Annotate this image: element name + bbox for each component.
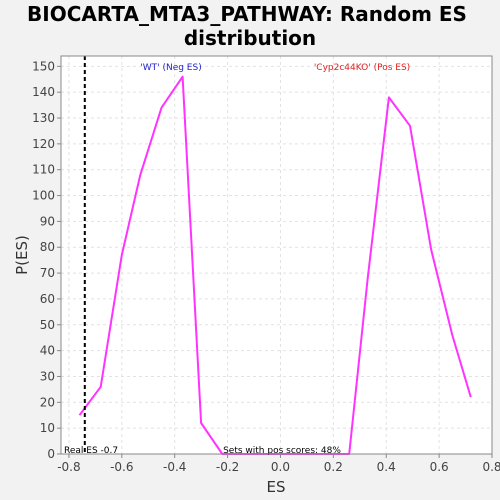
y-tick-label: 20 <box>40 395 55 409</box>
y-tick-label: 10 <box>40 421 55 435</box>
y-axis: 0 10 20 30 40 50 60 70 80 90 100 110 120 130 140 150 <box>32 59 61 461</box>
x-tick-label: -0.8 <box>57 460 80 474</box>
neg-es-label: 'WT' (Neg ES) <box>140 63 201 73</box>
chart-title-line-1: BIOCARTA_MTA3_PATHWAY: Random ES <box>27 2 467 26</box>
x-tick-label: -0.6 <box>110 460 133 474</box>
y-tick-label: 60 <box>40 292 55 306</box>
x-tick-label: 0.4 <box>377 460 396 474</box>
y-tick-label: 140 <box>32 85 55 99</box>
plot-area <box>61 56 492 454</box>
y-tick-label: 150 <box>32 59 55 73</box>
y-tick-label: 120 <box>32 137 55 151</box>
y-tick-label: 130 <box>32 111 55 125</box>
y-tick-label: 0 <box>47 447 55 461</box>
y-tick-label: 40 <box>40 344 55 358</box>
x-tick-label: 0.8 <box>482 460 500 474</box>
y-tick-label: 100 <box>32 189 55 203</box>
real-es-label: Real ES -0.7 <box>64 446 118 456</box>
y-tick-label: 90 <box>40 214 55 228</box>
pos-es-label: 'Cyp2c44KO' (Pos ES) <box>314 63 410 73</box>
x-tick-label: 0.6 <box>430 460 449 474</box>
y-tick-label: 30 <box>40 369 55 383</box>
y-axis-label: P(ES) <box>13 235 31 275</box>
x-tick-label: 0.0 <box>271 460 290 474</box>
x-tick-label: -0.4 <box>163 460 186 474</box>
x-tick-label: 0.2 <box>324 460 343 474</box>
x-axis-label: ES <box>267 478 286 496</box>
pos-scores-label: Sets with pos scores: 48% <box>223 446 341 456</box>
y-tick-label: 70 <box>40 266 55 280</box>
plot-frame <box>60 55 493 455</box>
y-tick-label: 110 <box>32 163 55 177</box>
y-tick-label: 50 <box>40 318 55 332</box>
x-tick-label: -0.2 <box>216 460 239 474</box>
chart-title-line-2: distribution <box>184 26 316 50</box>
x-axis: -0.8 -0.6 -0.4 -0.2 0.0 0.2 0.4 0.6 0.8 <box>57 454 500 474</box>
y-tick-label: 80 <box>40 240 55 254</box>
